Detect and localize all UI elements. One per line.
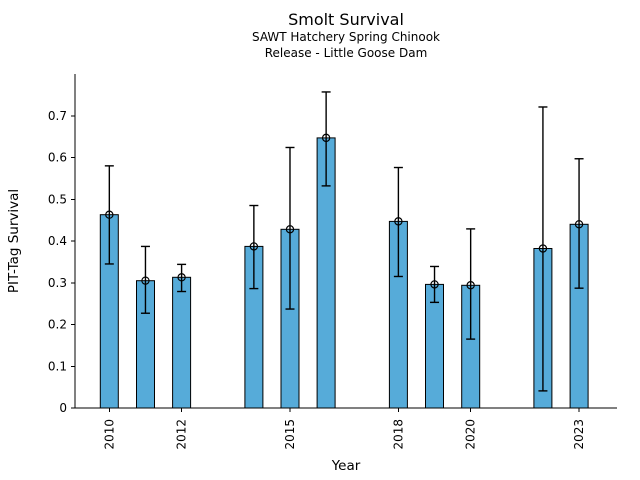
y-tick-label: 0	[59, 401, 67, 415]
y-tick-label: 0.1	[48, 359, 67, 373]
marker-circle-2012	[177, 273, 186, 282]
y-tick-label: 0.5	[48, 192, 67, 206]
chart-title: Smolt Survival	[288, 10, 404, 29]
x-tick-label: 2012	[175, 419, 189, 450]
x-axis-label: Year	[331, 458, 361, 474]
chart-subtitle-line2: Release - Little Goose Dam	[264, 45, 428, 60]
marker-circle-2023	[574, 220, 584, 229]
x-tick-label: 2018	[391, 419, 405, 450]
y-axis-label: PIT-Tag Survival	[6, 188, 22, 294]
marker-circle-2019	[430, 280, 439, 289]
marker-circle-2015	[285, 225, 295, 234]
marker-circle-2014	[249, 242, 259, 251]
x-tick-label: 2020	[464, 419, 478, 450]
chart-subtitle-line1: SAWT Hatchery Spring Chinook	[251, 30, 440, 44]
x-tick-label: 2010	[102, 419, 116, 450]
marker-circle-2020	[466, 281, 475, 290]
y-tick-label: 0.2	[48, 318, 67, 332]
bar-2012	[172, 276, 192, 409]
y-tick-label: 0.7	[48, 109, 67, 123]
chart-header: Smolt Survival SAWT Hatchery Spring Chin…	[52, 9, 640, 61]
marker-circle-2010	[105, 210, 114, 219]
marker-circle-2022	[538, 244, 548, 253]
marker-circle-2018	[394, 217, 403, 226]
y-tick-label: 0.6	[48, 151, 67, 165]
x-tick-label: 2015	[283, 419, 297, 450]
marker-circle-2016	[321, 133, 331, 143]
x-tick-label: 2023	[572, 419, 586, 450]
y-tick-label: 0.3	[48, 276, 67, 290]
y-tick-label: 0.4	[48, 234, 67, 248]
marker-circle-2011	[141, 276, 150, 285]
